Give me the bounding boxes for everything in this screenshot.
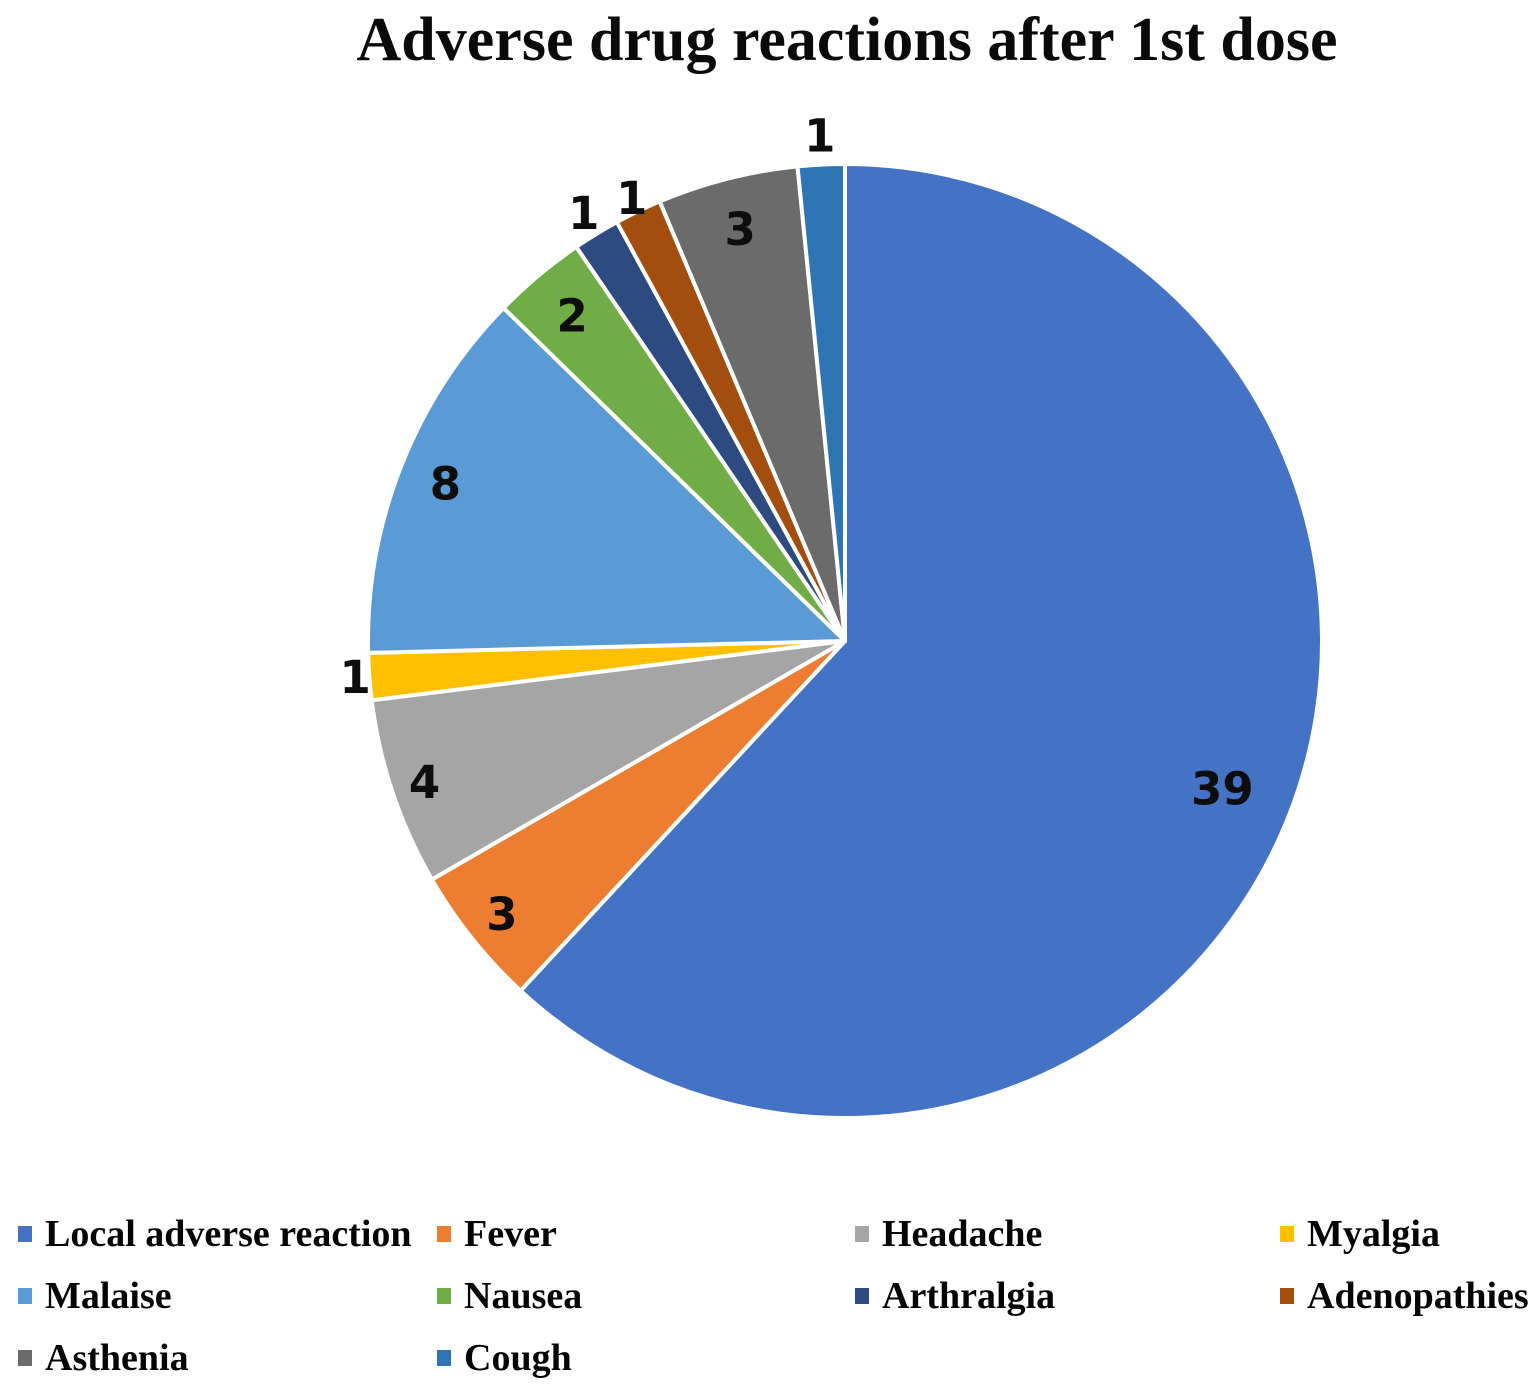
legend: Local adverse reaction Fever Headache Myalg… [18,1203,1535,1389]
legend-item-headache: Headache [855,1215,1280,1253]
legend-swatch-asthenia [18,1350,32,1366]
legend-label-cough: Cough [464,1337,572,1379]
data-label-arthralgia: 1 [568,187,599,240]
legend-swatch-myalgia [1280,1226,1294,1242]
legend-label-adenopathies: Adenopathies [1307,1275,1529,1317]
legend-label-arthralgia: Arthralgia [882,1275,1056,1317]
pie-slice-headache [369,639,847,882]
legend-item-myalgia: Myalgia [1280,1215,1535,1253]
data-label-malaise: 8 [430,458,461,511]
chart-title: Adverse drug reactions after 1st dose [356,6,1338,74]
data-label-nausea: 2 [556,289,587,342]
legend-swatch-malaise [18,1288,32,1304]
legend-item-nausea: Nausea [437,1277,855,1315]
data-label-fever: 3 [486,888,517,941]
legend-item-malaise: Malaise [18,1277,437,1315]
data-label-myalgia: 1 [339,651,370,704]
legend-item-fever: Fever [437,1215,855,1253]
data-label-local-adverse-reaction: 39 [1191,763,1254,816]
pie-slice-malaise [366,305,847,655]
legend-label-myalgia: Myalgia [1307,1213,1440,1255]
legend-label-headache: Headache [882,1213,1043,1255]
legend-swatch-arthralgia [855,1288,869,1304]
legend-item-asthenia: Asthenia [18,1339,437,1377]
legend-swatch-cough [437,1350,451,1366]
legend-swatch-headache [855,1226,869,1242]
legend-swatch-nausea [437,1288,451,1304]
data-label-asthenia: 3 [725,203,756,256]
legend-item-cough: Cough [437,1339,855,1377]
data-label-adenopathies: 1 [616,172,647,225]
legend-label-asthenia: Asthenia [45,1337,189,1379]
pie-slice-local-adverse-reaction [518,162,1324,1120]
data-label-headache: 4 [409,756,440,809]
legend-label-malaise: Malaise [45,1275,172,1317]
legend-item-adenopathies: Adenopathies [1280,1277,1535,1315]
legend-swatch-fever [437,1226,451,1242]
legend-swatch-adenopathies [1280,1288,1294,1304]
legend-item-local-adverse-reaction: Local adverse reaction [18,1215,437,1253]
legend-label-nausea: Nausea [464,1275,583,1317]
legend-item-arthralgia: Arthralgia [855,1277,1280,1315]
pie-slice-cough [795,162,847,643]
legend-label-local-adverse-reaction: Local adverse reaction [45,1213,412,1255]
legend-label-fever: Fever [464,1213,557,1255]
data-label-cough: 1 [804,110,835,163]
legend-swatch-local-adverse-reaction [18,1226,32,1242]
